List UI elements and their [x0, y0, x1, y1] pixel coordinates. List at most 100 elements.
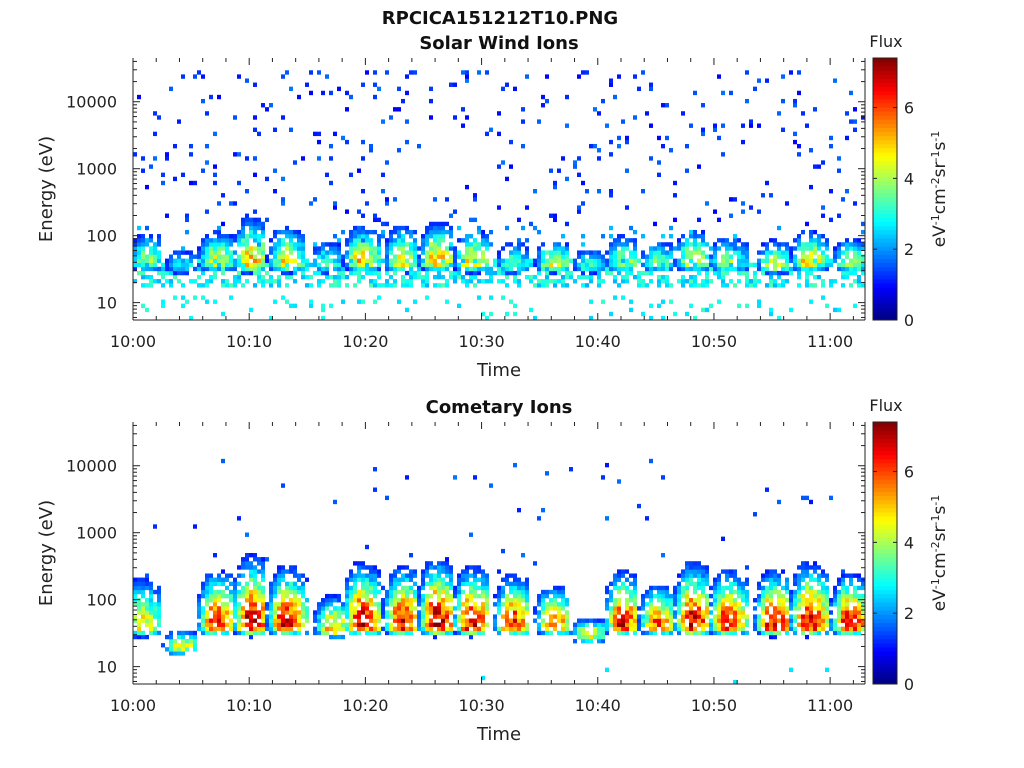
- spectrogram-cell: [197, 70, 201, 75]
- spectrogram-cell: [269, 585, 273, 591]
- spectrogram-cell: [849, 577, 853, 582]
- spectrogram-cell: [517, 270, 521, 276]
- spectrogram-cell: [409, 270, 413, 276]
- spectrogram-cell: [649, 610, 653, 615]
- spectrogram-cell: [281, 229, 285, 235]
- colorbar-swatch: [873, 598, 897, 603]
- spectrogram-cell: [265, 254, 269, 259]
- spectrogram-cell: [497, 626, 501, 632]
- spectrogram-cell: [249, 626, 253, 632]
- spectrogram-cell: [833, 78, 837, 83]
- spectrogram-cell: [725, 250, 729, 255]
- spectrogram-cell: [525, 593, 529, 599]
- spectrogram-cell: [781, 622, 785, 627]
- spectrogram-cell: [481, 573, 485, 578]
- spectrogram-cell: [365, 258, 369, 263]
- spectrogram-cell: [349, 598, 353, 603]
- spectrogram-cell: [189, 143, 193, 149]
- spectrogram-cell: [373, 589, 377, 595]
- spectrogram-cell: [273, 577, 277, 582]
- spectrogram-cell: [445, 610, 449, 615]
- spectrogram-cell: [381, 172, 385, 178]
- spectrogram-cell: [613, 622, 617, 627]
- spectrogram-cell: [273, 622, 277, 627]
- spectrogram-cell: [233, 606, 237, 611]
- spectrogram-cell: [345, 262, 349, 268]
- spectrogram-cell: [817, 242, 821, 247]
- spectrogram-cell: [577, 156, 581, 161]
- spectrogram-cell: [365, 266, 369, 272]
- spectrogram-cell: [513, 581, 517, 587]
- spectrogram-cell: [213, 270, 217, 276]
- spectrogram-cell: [141, 602, 145, 607]
- spectrogram-cell: [141, 585, 145, 591]
- spectrogram-cell: [257, 581, 261, 587]
- spectrogram-cell: [833, 250, 837, 255]
- spectrogram-cell: [173, 651, 177, 656]
- spectrogram-cell: [437, 606, 441, 611]
- spectrogram-cell: [349, 262, 353, 268]
- spectrogram-cell: [625, 258, 629, 263]
- spectrogram-cell: [701, 630, 705, 636]
- colorbar-swatch: [873, 667, 897, 673]
- spectrogram-cell: [517, 589, 521, 595]
- spectrogram-cell: [401, 250, 405, 255]
- spectrogram-cell: [645, 602, 649, 607]
- colorbar-swatch: [873, 679, 897, 685]
- spectrogram-cell: [185, 250, 189, 255]
- spectrogram-cell: [217, 201, 221, 206]
- spectrogram-cell: [525, 577, 529, 582]
- spectrogram-cell: [649, 598, 653, 603]
- spectrogram-cell: [317, 270, 321, 276]
- spectrogram-cell: [413, 250, 417, 255]
- spectrogram-cell: [285, 602, 289, 607]
- spectrogram-cell: [729, 254, 733, 259]
- spectrogram-cell: [745, 262, 749, 268]
- spectrogram-cell: [353, 585, 357, 591]
- spectrogram-cell: [625, 614, 629, 619]
- spectrogram-cell: [737, 585, 741, 591]
- spectrogram-cell: [617, 266, 621, 272]
- spectrogram-cell: [465, 593, 469, 599]
- spectrogram-cell: [825, 598, 829, 603]
- spectrogram-cell: [173, 262, 177, 268]
- spectrogram-cell: [773, 585, 777, 591]
- spectrogram-cell: [481, 618, 485, 623]
- spectrogram-cell: [753, 86, 757, 92]
- spectrogram-cell: [357, 262, 361, 268]
- spectrogram-cell: [345, 283, 349, 288]
- spectrogram-cell: [809, 614, 813, 619]
- spectrogram-cell: [277, 279, 281, 284]
- spectrogram-cell: [245, 221, 249, 227]
- spectrogram-cell: [821, 610, 825, 615]
- spectrogram-cell: [857, 238, 861, 243]
- spectrogram-cell: [421, 234, 425, 239]
- spectrogram-cell: [349, 242, 353, 247]
- spectrogram-cell: [505, 614, 509, 619]
- spectrogram-cell: [469, 274, 473, 280]
- spectrogram-cell: [261, 602, 265, 607]
- spectrogram-cell: [145, 238, 149, 243]
- spectrogram-cell: [273, 262, 277, 268]
- spectrogram-cell: [693, 238, 697, 243]
- spectrogram-cell: [709, 246, 713, 251]
- spectrogram-cell: [473, 262, 477, 268]
- spectrogram-cell: [429, 250, 433, 255]
- spectrogram-cell: [777, 630, 781, 636]
- spectrogram-cell: [257, 561, 261, 566]
- spectrogram-cell: [241, 561, 245, 566]
- y-tick-label: 10: [97, 658, 117, 677]
- spectrogram-cell: [313, 610, 317, 615]
- spectrogram-cell: [541, 283, 545, 288]
- spectrogram-cell: [625, 589, 629, 595]
- spectrogram-cell: [445, 557, 449, 562]
- spectrogram-cell: [473, 266, 477, 272]
- colorbar-swatch: [873, 90, 897, 96]
- spectrogram-cell: [305, 630, 309, 636]
- spectrogram-cell: [561, 279, 565, 284]
- spectrogram-cell: [401, 593, 405, 599]
- spectrogram-cell: [673, 598, 677, 603]
- spectrogram-cell: [845, 614, 849, 619]
- spectrogram-cell: [857, 254, 861, 259]
- spectrogram-cell: [565, 254, 569, 259]
